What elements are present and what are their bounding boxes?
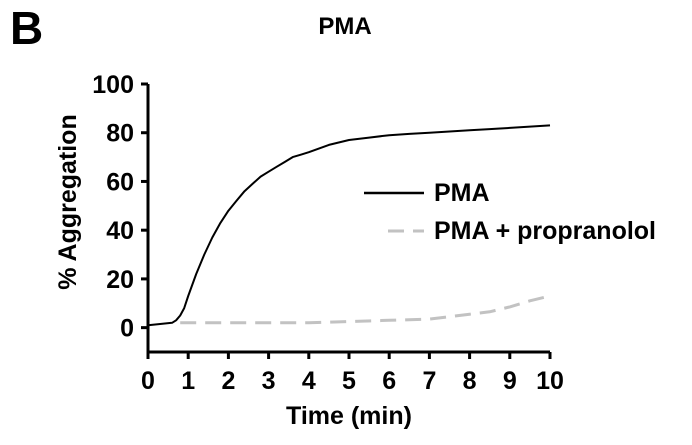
x-tick-label: 7 — [422, 367, 436, 395]
x-tick-label: 9 — [503, 367, 517, 395]
y-tick-label: 40 — [106, 217, 134, 245]
legend: PMA PMA + propranolol — [364, 179, 656, 245]
x-tick-label: 10 — [536, 367, 564, 395]
y-tick-label: 0 — [120, 315, 134, 343]
legend-label-pma-propranolol: PMA + propranolol — [434, 217, 656, 245]
x-tick-label: 6 — [382, 367, 396, 395]
x-tick-label: 8 — [463, 367, 477, 395]
y-axis-label: % Aggregation — [54, 114, 82, 289]
series-line-pma-propranolol — [180, 294, 551, 325]
panel-letter: B — [10, 2, 43, 54]
x-axis-label: Time (min) — [286, 402, 412, 430]
y-tick-label: 60 — [106, 168, 134, 196]
series-line-pma — [147, 124, 551, 327]
x-tick-label: 5 — [342, 367, 356, 395]
x-tick-label: 3 — [262, 367, 276, 395]
y-tick-label: 20 — [106, 266, 134, 294]
y-ticks: 0 20 40 60 80 100 — [92, 71, 148, 343]
x-tick-label: 1 — [181, 367, 195, 395]
x-ticks: 0 1 2 3 4 5 6 7 8 9 10 — [141, 352, 564, 395]
legend-label-pma: PMA — [434, 179, 490, 207]
y-tick-label: 80 — [106, 120, 134, 148]
x-tick-label: 2 — [221, 367, 235, 395]
series-layer — [147, 124, 551, 327]
x-tick-label: 4 — [302, 367, 316, 395]
chart-title: PMA — [318, 13, 371, 40]
x-tick-label: 0 — [141, 367, 155, 395]
y-tick-label: 100 — [92, 71, 134, 99]
